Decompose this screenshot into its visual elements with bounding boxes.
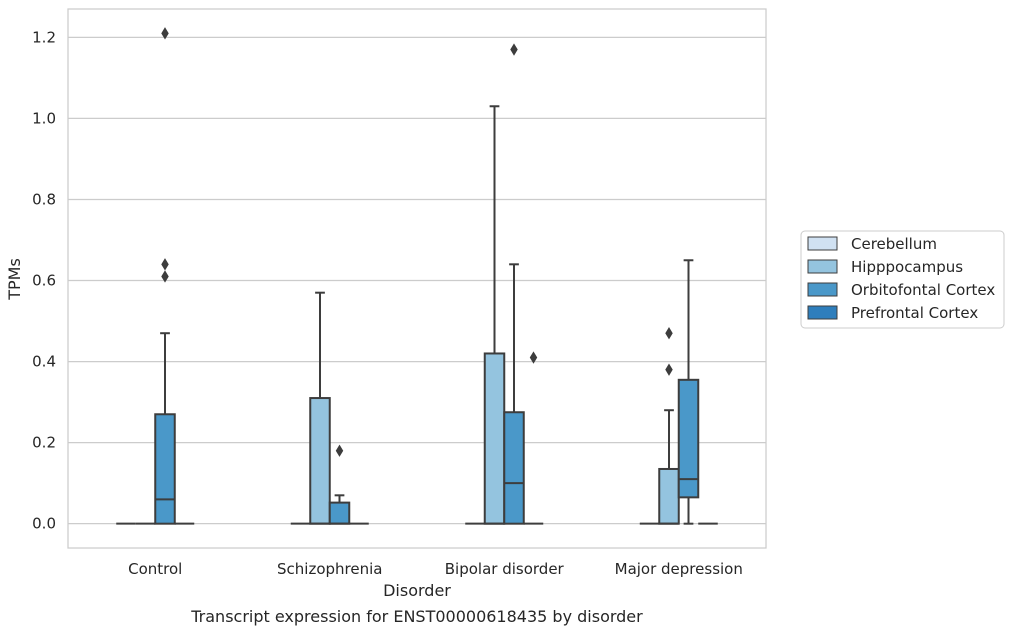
outlier-point — [335, 444, 344, 457]
box-body — [677, 378, 700, 499]
y-tick-label: 0.2 — [32, 434, 56, 452]
x-axis-ticks: Control Schizophrenia Bipolar disorder Majo… — [128, 560, 743, 578]
y-tick-label: 0.8 — [32, 190, 56, 208]
box-hipppocampus — [483, 105, 506, 525]
box-prefrontal-cortex — [523, 351, 544, 525]
legend-frame — [800, 230, 1005, 329]
box-orbitofontal-cortex — [328, 444, 351, 525]
box-body — [483, 352, 506, 525]
legend-label: Prefrontal Cortex — [851, 304, 978, 322]
x-tick-label: Schizophrenia — [277, 560, 382, 578]
x-tick-label: Control — [128, 560, 182, 578]
y-tick-label: 1.0 — [32, 109, 56, 127]
box-body — [658, 467, 680, 525]
box-body — [154, 413, 176, 525]
y-tick-label: 0.4 — [32, 353, 56, 371]
legend-swatch — [807, 305, 838, 320]
box-orbitofontal-cortex — [677, 259, 700, 525]
outlier-point — [161, 270, 169, 283]
plot-frame — [67, 8, 767, 549]
y-axis-label: TPMs — [5, 258, 24, 301]
chart-caption: Transcript expression for ENST0000061843… — [190, 607, 643, 626]
box-orbitofontal-cortex — [503, 43, 525, 525]
legend-label: Cerebellum — [851, 235, 937, 253]
x-tick-label: Major depression — [615, 560, 743, 578]
legend-swatch — [807, 236, 838, 251]
y-tick-label: 1.2 — [32, 28, 56, 46]
box-body — [503, 411, 525, 525]
box-body — [309, 397, 331, 525]
box-hipppocampus — [658, 327, 680, 525]
outlier-point — [510, 43, 518, 56]
outlier-point — [665, 363, 673, 376]
y-axis-ticks: 0.0 0.2 0.4 0.6 0.8 1.0 1.2 — [32, 28, 56, 532]
x-tick-label: Bipolar disorder — [445, 560, 565, 578]
legend-label: Orbitofontal Cortex — [851, 281, 995, 299]
legend: Cerebellum Hipppocampus Orbitofontal Corte… — [800, 230, 1005, 329]
y-tick-label: 0.0 — [32, 515, 56, 533]
legend-swatch — [807, 282, 838, 297]
box-body — [328, 501, 351, 525]
box-hipppocampus — [309, 291, 331, 525]
y-tick-label: 0.6 — [32, 272, 56, 290]
box-orbitofontal-cortex — [154, 27, 176, 525]
outlier-point — [529, 351, 538, 364]
x-axis-label: Disorder — [383, 581, 451, 600]
outlier-point — [161, 258, 169, 271]
legend-label: Hipppocampus — [851, 258, 963, 276]
box-series — [116, 27, 718, 525]
outlier-point — [161, 27, 169, 40]
legend-swatch — [807, 259, 838, 274]
grid-lines — [68, 36, 766, 525]
outlier-point — [665, 327, 673, 340]
